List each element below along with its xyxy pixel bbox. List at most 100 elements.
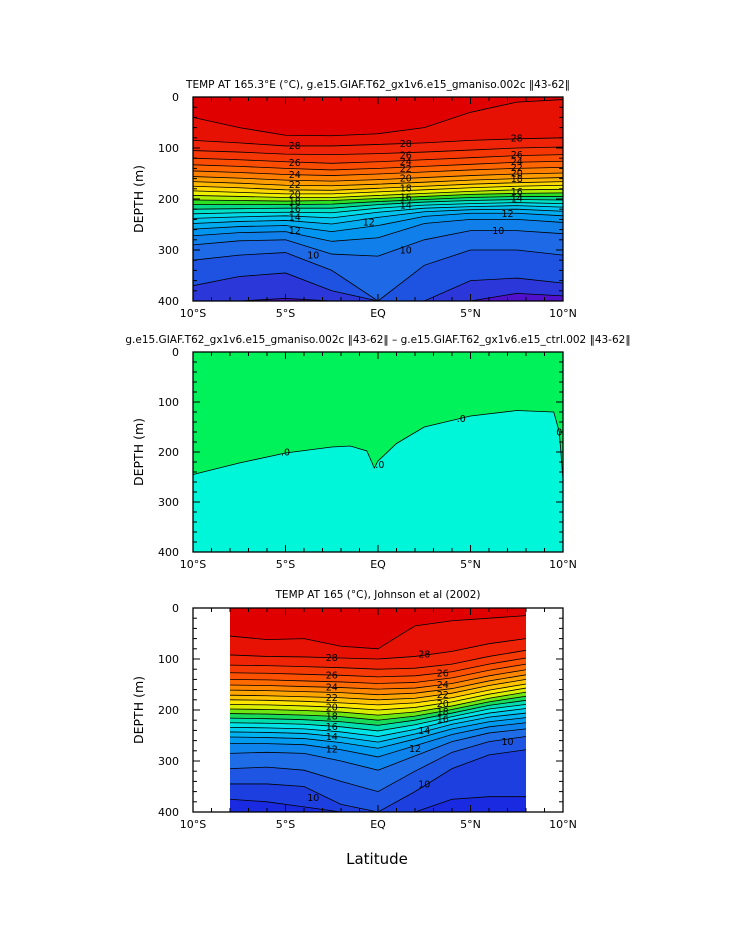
contour-label: 18 <box>326 712 338 723</box>
y-tick-label: 200 <box>158 704 179 717</box>
contour-line-11 <box>229 728 527 771</box>
contour-label: 26 <box>511 150 523 161</box>
contour-label: 20 <box>437 699 449 710</box>
y-axis-label: DEPTH (m) <box>131 676 146 744</box>
contour-line-10 <box>193 230 563 257</box>
x-tick-label: 5°N <box>460 558 481 571</box>
contour-label: 12 <box>289 226 301 237</box>
contour-label: 28 <box>326 653 338 664</box>
contour-label: 24 <box>400 157 412 168</box>
contour-line-15 <box>193 202 563 215</box>
contour-label: 12 <box>409 744 421 755</box>
contour-label: 22 <box>289 180 301 191</box>
y-tick-label: 400 <box>158 546 179 559</box>
contour-line-18 <box>229 695 527 721</box>
contour-label: 10 <box>501 737 513 748</box>
panel-title: TEMP AT 165.3°E (°C), g.e15.GIAF.T62_gx1… <box>185 79 570 91</box>
contour-label: 12 <box>326 744 338 755</box>
y-tick-label: 200 <box>158 193 179 206</box>
contour-label: 28 <box>418 649 430 660</box>
contour-label: 28 <box>511 133 523 144</box>
contour-line-25 <box>193 160 563 171</box>
contour-line-13 <box>229 717 527 749</box>
contour-label: 22 <box>437 690 449 701</box>
x-tick-label: 5°S <box>276 558 295 571</box>
contour-line-25 <box>229 663 527 684</box>
contour-line-21 <box>229 683 527 706</box>
contour-line-7 <box>193 292 563 301</box>
contour-label: 20 <box>326 702 338 713</box>
contour-label: 14 <box>400 201 412 212</box>
y-tick-label: 0 <box>172 91 179 104</box>
contour-label: 14 <box>511 193 523 204</box>
y-tick-label: 100 <box>158 142 179 155</box>
contour-line-19 <box>229 691 527 716</box>
contour-label: 16 <box>511 187 523 198</box>
contour-label: 0 <box>556 428 562 439</box>
contour-label: 10 <box>418 779 430 790</box>
contour-label: .0 <box>281 448 290 459</box>
contour-label: 18 <box>511 174 523 185</box>
y-tick-label: 300 <box>158 244 179 257</box>
contour-line-21 <box>193 181 563 191</box>
contour-line-26 <box>193 154 563 164</box>
contour-line-12 <box>230 722 527 758</box>
contour-line-28 <box>229 638 527 660</box>
panel-bottom-observed-temperature: 28 28262422201816141226242220181614121010… <box>131 589 577 831</box>
contour-label: .0 <box>457 414 466 425</box>
contour-label: 24 <box>289 170 301 181</box>
panel-top-model-temperature: 2826242220181614121028262422201816141210… <box>131 79 577 320</box>
contour-line-22 <box>229 679 527 701</box>
y-axis-label: DEPTH (m) <box>131 165 146 233</box>
contour-label: 24 <box>326 683 338 694</box>
contour-line-0 <box>193 410 563 480</box>
x-tick-label: 10°S <box>180 307 206 320</box>
contour-label: 16 <box>437 715 449 726</box>
y-tick-label: 400 <box>158 806 179 819</box>
contour-label: 16 <box>326 722 338 733</box>
contour-label: 18 <box>400 183 412 194</box>
contour-line-24 <box>229 669 527 690</box>
contour-label: .0 <box>375 460 384 471</box>
contour-line-17 <box>193 196 563 206</box>
contour-line-16 <box>229 703 527 732</box>
contour-line-12 <box>193 212 563 233</box>
contour-label: 18 <box>437 707 449 718</box>
contour-label: 10 <box>307 793 319 804</box>
contour-line-10 <box>229 736 527 793</box>
contour-label: 12 <box>501 209 513 220</box>
contour-label: 14 <box>289 212 301 223</box>
contour-line-23 <box>229 674 527 696</box>
y-tick-label: 0 <box>172 602 179 615</box>
contour-line-20 <box>229 687 527 711</box>
contour-label: 14 <box>326 732 338 743</box>
contour-band <box>193 410 563 552</box>
x-tick-label: EQ <box>370 307 386 320</box>
x-tick-label: 5°N <box>460 307 481 320</box>
contour-line-17 <box>229 699 527 726</box>
contour-label: 24 <box>511 157 523 168</box>
contour-line-24 <box>193 166 563 176</box>
contour-label: 20 <box>511 168 523 179</box>
x-tick-label: 10°S <box>180 818 206 831</box>
contour-label: 10 <box>492 226 504 237</box>
contour-label: 20 <box>400 174 412 185</box>
x-tick-label: 10°S <box>180 558 206 571</box>
contour-label: 22 <box>400 164 412 175</box>
plot-area: 28 28262422201816141226242220181614121010… <box>229 608 527 812</box>
y-axis-label: DEPTH (m) <box>131 418 146 486</box>
contour-line-9 <box>193 249 563 301</box>
contour-line-28 <box>193 137 563 147</box>
contour-line-14 <box>229 712 527 743</box>
x-tick-label: 10°N <box>549 307 577 320</box>
contour-line-18 <box>193 192 563 202</box>
plot-area: .0 .0 .0 0 <box>193 352 563 552</box>
contour-label: 26 <box>326 670 338 681</box>
contour-line-9 <box>230 749 527 812</box>
x-tick-label: 5°N <box>460 818 481 831</box>
x-tick-label: EQ <box>370 558 386 571</box>
contour-line-26 <box>229 657 527 678</box>
y-tick-label: 100 <box>158 396 179 409</box>
contour-label: 10 <box>307 251 319 262</box>
